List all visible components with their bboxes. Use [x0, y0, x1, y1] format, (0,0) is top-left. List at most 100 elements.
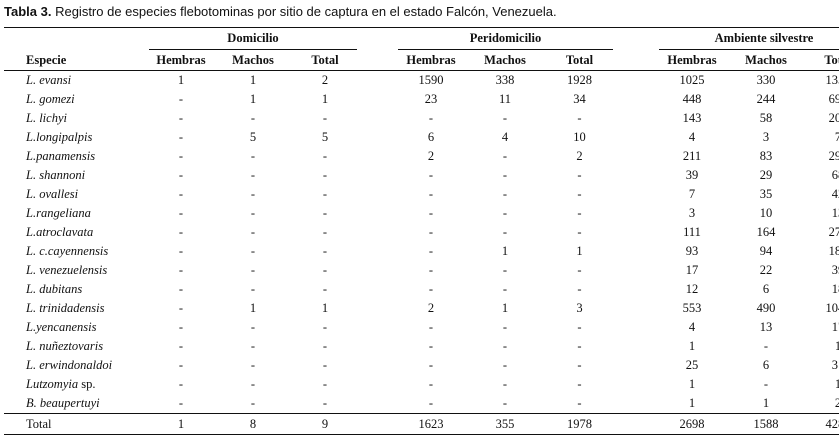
count-cell: 553 — [682, 301, 702, 315]
count-cell: - — [577, 339, 582, 353]
count-cell: 2 — [427, 301, 435, 315]
header-total: Total — [801, 50, 839, 71]
count-cell: 1 — [249, 73, 257, 87]
table-row: L. erwindonaldoi - - - - - - 25 6 31 — [4, 356, 839, 375]
count-cell: 1 — [688, 377, 696, 391]
total-cell: 1978 — [540, 413, 619, 435]
count-cell: - — [502, 111, 508, 125]
count-cell: 18 — [831, 282, 839, 296]
count-cell: - — [577, 377, 582, 391]
caption-text: Registro de especies flebotominas por si… — [55, 4, 557, 19]
column-gap — [619, 299, 653, 318]
column-gap — [363, 204, 392, 223]
count-cell: - — [502, 149, 508, 163]
group-silvestre: Ambiente silvestre — [653, 28, 839, 50]
total-row: Total 1 8 9 1623 355 1978 2698 1588 4286 — [4, 413, 839, 435]
count-cell: - — [428, 263, 434, 277]
total-cell: 1 — [143, 413, 219, 435]
count-cell: - — [577, 225, 582, 239]
count-cell: - — [250, 377, 256, 391]
count-cell: - — [428, 225, 434, 239]
count-cell: - — [428, 339, 434, 353]
count-cell: - — [178, 187, 184, 201]
count-cell: 3 — [576, 301, 583, 315]
table-row: L.yencanensis - - - - - - 4 13 17 — [4, 318, 839, 337]
count-cell: - — [502, 263, 508, 277]
count-cell: - — [577, 396, 582, 410]
count-cell: - — [322, 377, 328, 391]
count-cell: 13 — [831, 206, 839, 220]
column-gap — [619, 280, 653, 299]
species-name: L. nuñeztovaris — [26, 339, 104, 353]
header-hembras: Hembras — [653, 50, 731, 71]
column-gap — [363, 147, 392, 166]
count-cell: 1 — [762, 396, 770, 410]
column-gap — [619, 261, 653, 280]
count-cell: - — [178, 396, 184, 410]
species-name: L.longipalpis — [26, 130, 93, 144]
column-gap — [619, 185, 653, 204]
count-cell: - — [502, 168, 508, 182]
header-total: Total — [540, 50, 619, 71]
count-cell: 1590 — [418, 73, 444, 87]
species-name: L. c.cayennensis — [26, 244, 109, 258]
count-cell: - — [178, 206, 184, 220]
count-cell: - — [250, 244, 256, 258]
header-machos: Machos — [731, 50, 801, 71]
column-gap — [363, 90, 392, 109]
count-cell: - — [502, 377, 508, 391]
count-cell: - — [322, 339, 328, 353]
count-cell: 29 — [759, 168, 773, 182]
table-row: B. beaupertuyi - - - - - - 1 1 2 — [4, 394, 839, 414]
species-name: Lutzomyia sp. — [26, 377, 96, 391]
count-cell: 692 — [828, 92, 839, 106]
count-cell: - — [178, 92, 184, 106]
count-cell: - — [178, 339, 184, 353]
count-cell: - — [322, 111, 328, 125]
count-cell: 1 — [321, 92, 329, 106]
table-row: L. c.cayennensis - - - - 1 1 93 94 187 — [4, 242, 839, 261]
column-gap — [363, 166, 392, 185]
count-cell: - — [178, 225, 184, 239]
column-gap — [363, 109, 392, 128]
count-cell: - — [502, 339, 508, 353]
count-cell: 94 — [759, 244, 773, 258]
species-name: L.panamensis — [26, 149, 96, 163]
count-cell: 143 — [682, 111, 702, 125]
column-gap — [363, 356, 392, 375]
count-cell: 7 — [834, 130, 839, 144]
count-cell: 294 — [828, 149, 839, 163]
count-cell: - — [250, 168, 256, 182]
column-gap — [363, 318, 392, 337]
count-cell: 13 — [759, 320, 773, 334]
species-name: L. evansi — [26, 73, 72, 87]
species-name: L. ovallesi — [26, 187, 79, 201]
count-cell: 1 — [501, 301, 509, 315]
count-cell: - — [322, 149, 328, 163]
header-especie: Especie — [4, 50, 143, 71]
count-cell: 330 — [756, 73, 776, 87]
count-cell: 1025 — [679, 73, 705, 87]
count-cell: - — [577, 263, 582, 277]
column-gap — [363, 128, 392, 147]
count-cell: 25 — [685, 358, 699, 372]
count-cell: 244 — [756, 92, 776, 106]
count-cell: 2 — [576, 149, 583, 163]
table-row: Lutzomyia sp. - - - - - - 1 - 1 — [4, 375, 839, 394]
count-cell: 42 — [831, 187, 839, 201]
count-cell: 1 — [249, 92, 257, 106]
group-domicilio: Domicilio — [143, 28, 363, 50]
count-cell: - — [250, 320, 256, 334]
table-row: L. lichyi - - - - - - 143 58 201 — [4, 109, 839, 128]
count-cell: 1 — [688, 339, 696, 353]
count-cell: - — [577, 111, 582, 125]
count-cell: 4 — [501, 130, 509, 144]
column-gap — [619, 147, 653, 166]
count-cell: 1 — [688, 396, 696, 410]
count-cell: - — [250, 206, 256, 220]
count-cell: - — [178, 282, 184, 296]
table-row: L. ovallesi - - - - - - 7 35 42 — [4, 185, 839, 204]
count-cell: - — [178, 358, 184, 372]
count-cell: 58 — [759, 111, 773, 125]
